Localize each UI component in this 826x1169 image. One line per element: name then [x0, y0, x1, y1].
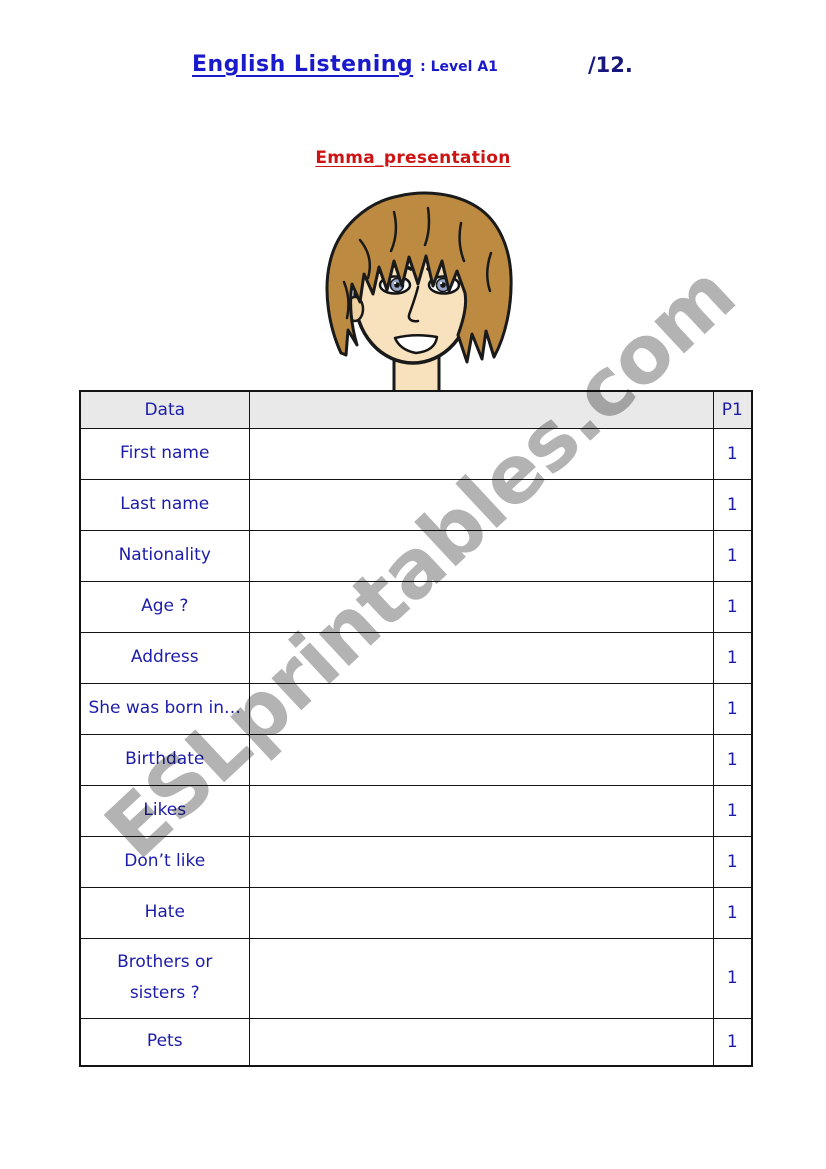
row-answer-cell — [248, 682, 714, 735]
row-answer-cell — [248, 427, 714, 480]
hair-strands — [342, 206, 493, 320]
row-answer-cell — [248, 937, 714, 1019]
page-title: English Listening — [192, 52, 414, 77]
answers-table: Data P1 First name 1 Last name 1 Nationality… — [79, 390, 753, 1067]
row-label: Pets — [79, 1017, 250, 1067]
row-label: Likes — [79, 784, 250, 837]
table-header-row: Data P1 — [79, 390, 753, 429]
row-label: Nationality — [79, 529, 250, 582]
page-header: English Listening : Level A1 — [192, 52, 498, 77]
row-label: She was born in… — [79, 682, 250, 735]
table-row: Last name 1 — [79, 478, 753, 531]
row-label: Address — [79, 631, 250, 684]
row-label: Don’t like — [79, 835, 250, 888]
table-row: Address 1 — [79, 631, 753, 684]
row-points: 1 — [712, 784, 753, 837]
table-row: Age ? 1 — [79, 580, 753, 633]
table-body: First name 1 Last name 1 Nationality 1 Age ? 1 A… — [79, 427, 753, 1067]
row-answer-cell — [248, 529, 714, 582]
header-answer — [248, 390, 714, 429]
row-answer-cell — [248, 733, 714, 786]
row-answer-cell — [248, 580, 714, 633]
row-label: Brothers or sisters ? — [79, 937, 250, 1019]
row-label: First name — [79, 427, 250, 480]
score-field: /12. — [588, 53, 633, 77]
row-points: 1 — [712, 1017, 753, 1067]
row-points: 1 — [712, 886, 753, 939]
row-answer-cell — [248, 1017, 714, 1067]
table-row: First name 1 — [79, 427, 753, 480]
row-points: 1 — [712, 733, 753, 786]
row-answer-cell — [248, 631, 714, 684]
table-row: Birthdate 1 — [79, 733, 753, 786]
table-row: Nationality 1 — [79, 529, 753, 582]
table-row: Don’t like 1 — [79, 835, 753, 888]
row-points: 1 — [712, 631, 753, 684]
row-points: 1 — [712, 835, 753, 888]
table-row: Likes 1 — [79, 784, 753, 837]
row-label: Birthdate — [79, 733, 250, 786]
row-points: 1 — [712, 937, 753, 1019]
row-points: 1 — [712, 529, 753, 582]
table-row: Brothers or sisters ? 1 — [79, 937, 753, 1019]
row-points: 1 — [712, 478, 753, 531]
row-label: Last name — [79, 478, 250, 531]
exercise-title: Emma_presentation — [315, 148, 511, 168]
row-answer-cell — [248, 886, 714, 939]
mouth — [393, 334, 439, 355]
table-row: Pets 1 — [79, 1017, 753, 1067]
table-row: She was born in… 1 — [79, 682, 753, 735]
emma-portrait-illustration — [325, 191, 513, 390]
row-points: 1 — [712, 682, 753, 735]
row-answer-cell — [248, 478, 714, 531]
level-label: : Level A1 — [420, 59, 498, 75]
header-points: P1 — [712, 390, 753, 429]
row-label: Hate — [79, 886, 250, 939]
row-points: 1 — [712, 580, 753, 633]
row-label: Age ? — [79, 580, 250, 633]
row-answer-cell — [248, 784, 714, 837]
header-data: Data — [79, 390, 250, 429]
row-points: 1 — [712, 427, 753, 480]
table-row: Hate 1 — [79, 886, 753, 939]
hair — [325, 191, 513, 364]
row-answer-cell — [248, 835, 714, 888]
nose — [407, 285, 420, 323]
